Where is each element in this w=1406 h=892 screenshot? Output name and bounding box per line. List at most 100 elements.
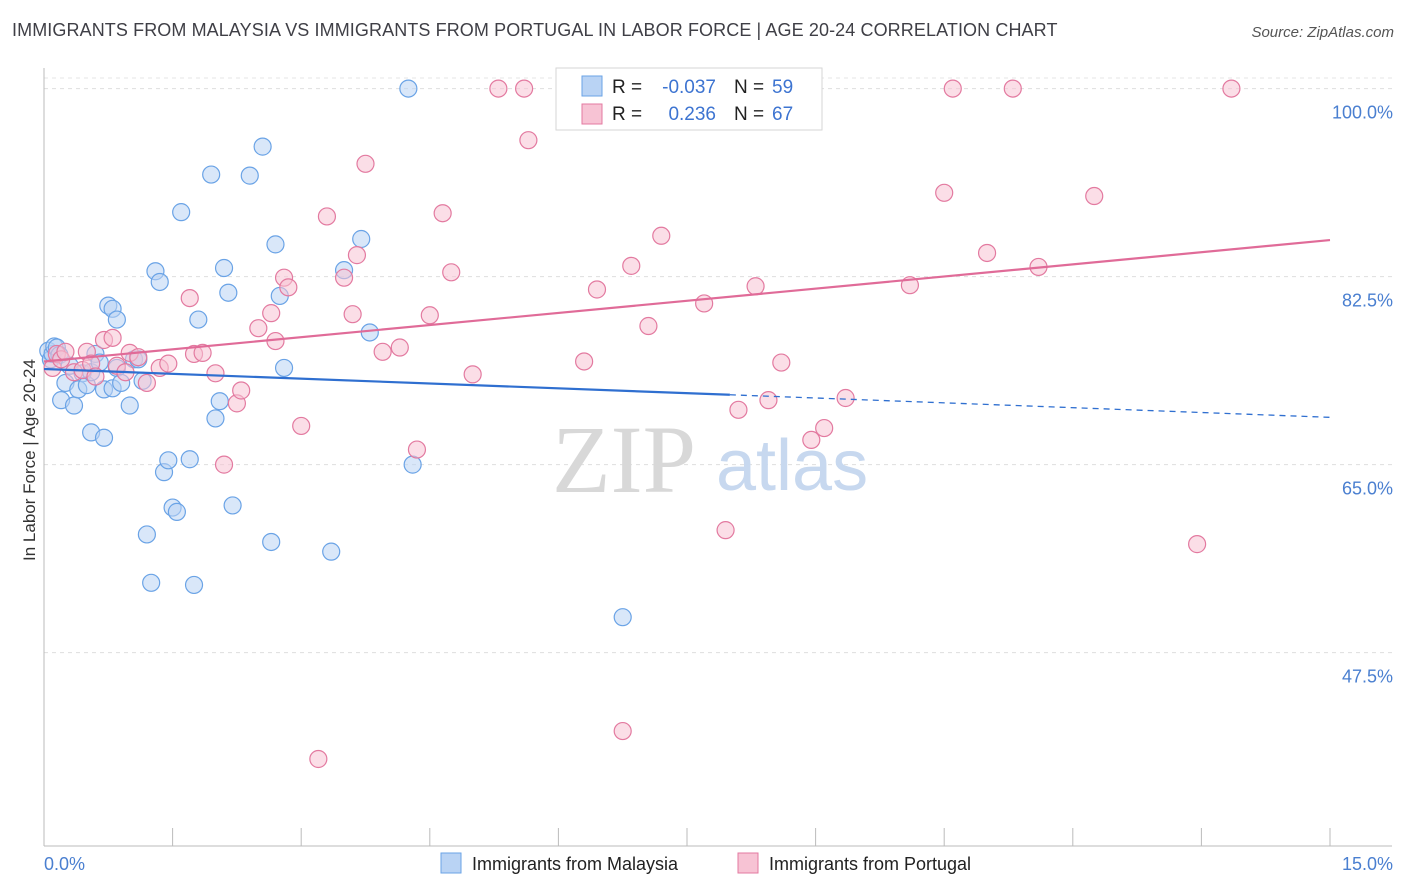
malaysia-point <box>184 575 204 595</box>
legend-r-label-portugal: R = <box>612 104 642 125</box>
portugal-point <box>1003 79 1022 98</box>
portugal-point <box>652 226 671 245</box>
chart-title: IMMIGRANTS FROM MALAYSIA VS IMMIGRANTS F… <box>12 20 1058 40</box>
malaysia-point <box>159 451 178 470</box>
malaysia-point <box>142 573 161 592</box>
watermark-zip: ZIP <box>552 406 696 513</box>
portugal-point <box>390 338 409 357</box>
portugal-point <box>214 455 234 474</box>
correlation-legend: R = -0.037 N = 59 R = 0.236 N = 67 <box>555 67 823 131</box>
portugal-point <box>433 204 452 223</box>
malaysia-point <box>202 165 221 184</box>
portugal-point <box>519 131 538 150</box>
malaysia-point <box>189 310 208 329</box>
malaysia-point <box>167 502 186 521</box>
portugal-point <box>309 749 328 769</box>
portugal-point <box>56 342 75 361</box>
portugal-point <box>639 316 658 336</box>
portugal-point <box>515 79 534 98</box>
portugal-point <box>180 288 199 308</box>
portugal-point <box>262 304 281 323</box>
portugal-point <box>977 243 997 263</box>
y-tick-label: 100.0% <box>1332 103 1393 123</box>
legend-r-label-malaysia: R = <box>612 77 642 98</box>
y-tick-label: 65.0% <box>1342 479 1393 499</box>
portugal-point <box>716 521 735 540</box>
legend-n-label-malaysia: N = <box>734 77 764 98</box>
malaysia-point <box>253 137 272 156</box>
portugal-point <box>802 430 821 450</box>
source-credit: Source: ZipAtlas.com <box>1251 24 1394 41</box>
portugal-point <box>347 246 367 265</box>
trend-lines <box>43 238 1331 418</box>
portugal-point <box>373 342 392 361</box>
watermark: ZIP atlas <box>552 406 868 513</box>
portugal-trend-line <box>43 238 1331 363</box>
malaysia-point <box>240 166 259 185</box>
malaysia-point <box>150 272 169 292</box>
legend-r-value-malaysia: -0.037 <box>662 77 716 98</box>
malaysia-point <box>322 542 341 561</box>
malaysia-point <box>360 323 379 342</box>
malaysia-point <box>214 258 234 278</box>
x-tick-label-min: 0.0% <box>44 854 85 874</box>
portugal-point <box>622 256 641 275</box>
portugal-point <box>815 418 834 438</box>
portugal-point <box>935 183 954 202</box>
portugal-point <box>1188 535 1207 554</box>
malaysia-point <box>262 532 281 552</box>
malaysia-point <box>94 428 114 447</box>
portugal-point <box>729 400 748 419</box>
malaysia-point <box>107 310 126 329</box>
malaysia-point <box>210 392 229 411</box>
portugal-point <box>836 388 855 408</box>
portugal-point <box>103 328 122 347</box>
portugal-point <box>206 364 225 383</box>
x-tick-label-max: 15.0% <box>1342 854 1393 874</box>
portugal-point <box>159 354 178 373</box>
bottom-legend-label-malaysia: Immigrants from Malaysia <box>472 854 679 874</box>
legend-swatch-malaysia <box>581 75 603 97</box>
portugal-point <box>759 391 778 410</box>
bottom-legend-label-portugal: Immigrants from Portugal <box>769 854 971 874</box>
malaysia-point <box>206 409 225 428</box>
malaysia-point <box>120 396 139 415</box>
portugal-point <box>279 278 298 297</box>
y-tick-label: 47.5% <box>1342 667 1393 687</box>
portugal-point <box>334 268 354 287</box>
malaysia-point <box>172 203 191 222</box>
portugal-point <box>292 416 311 436</box>
portugal-point <box>489 79 508 98</box>
portugal-point <box>407 440 427 459</box>
series-legend: Immigrants from Malaysia Immigrants from… <box>440 852 971 874</box>
portugal-point <box>356 154 375 173</box>
portugal-point <box>249 319 268 338</box>
malaysia-point <box>266 235 285 254</box>
malaysia-point <box>274 358 294 378</box>
legend-r-value-portugal: 0.236 <box>668 104 716 125</box>
y-tick-label: 82.5% <box>1342 291 1393 311</box>
tick-labels: 47.5% 65.0% 82.5% 100.0% 0.0% 15.0% <box>44 103 1393 874</box>
portugal-point <box>746 277 765 296</box>
malaysia-point <box>403 455 422 474</box>
portugal-point <box>317 207 337 226</box>
portugal-point <box>1085 186 1104 206</box>
portugal-point <box>193 343 212 362</box>
portugal-point <box>86 367 105 386</box>
malaysia-trend-line-extension <box>729 394 1331 418</box>
portugal-point <box>463 365 482 384</box>
portugal-point <box>420 306 439 325</box>
malaysia-point <box>352 229 371 249</box>
portugal-point <box>232 381 251 400</box>
portugal-point <box>442 263 461 282</box>
portugal-point <box>943 79 962 98</box>
malaysia-point <box>613 608 632 627</box>
malaysia-trend-line <box>43 367 730 396</box>
portugal-point <box>575 352 594 371</box>
malaysia-point <box>64 396 84 415</box>
portugal-point <box>613 721 632 741</box>
malaysia-point <box>180 450 199 469</box>
malaysia-point <box>223 496 242 515</box>
legend-n-value-malaysia: 59 <box>772 77 793 98</box>
